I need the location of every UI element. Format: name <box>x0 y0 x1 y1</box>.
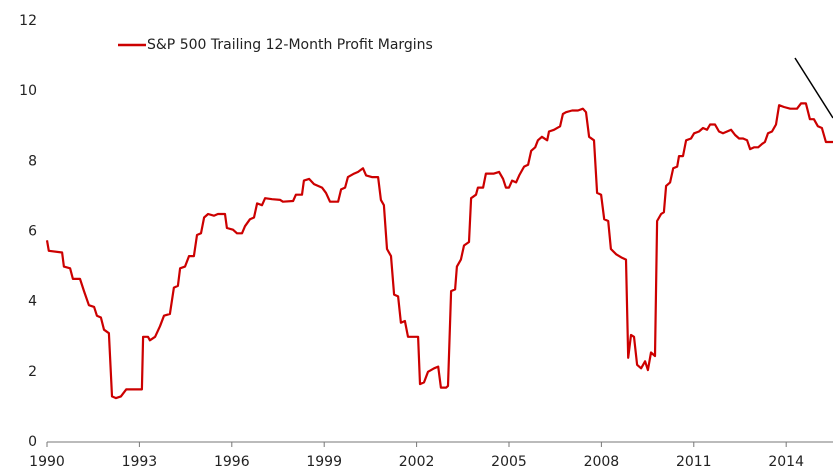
x-tick-label: 2011 <box>676 454 712 470</box>
x-tick-label: 1999 <box>306 454 342 470</box>
y-tick-label: 2 <box>28 364 37 380</box>
y-tick-label: 6 <box>28 224 37 240</box>
x-tick-label: 1996 <box>214 454 250 470</box>
y-tick-label: 12 <box>19 13 37 29</box>
x-tick-label: 2014 <box>768 454 804 470</box>
annotation-arrow <box>794 57 833 119</box>
y-tick-label: 0 <box>28 434 37 450</box>
x-tick-label: 2008 <box>584 454 620 470</box>
x-tick-label: 1993 <box>122 454 158 470</box>
y-tick-label: 4 <box>28 294 37 310</box>
series-line <box>45 102 833 400</box>
x-tick-label: 1990 <box>29 454 65 470</box>
y-tick-label: 10 <box>19 83 37 99</box>
legend-label: S&P 500 Trailing 12-Month Profit Margins <box>147 37 433 53</box>
x-tick-label: 2005 <box>491 454 527 470</box>
x-tick-label: 2002 <box>399 454 435 470</box>
y-tick-label: 8 <box>28 153 37 169</box>
